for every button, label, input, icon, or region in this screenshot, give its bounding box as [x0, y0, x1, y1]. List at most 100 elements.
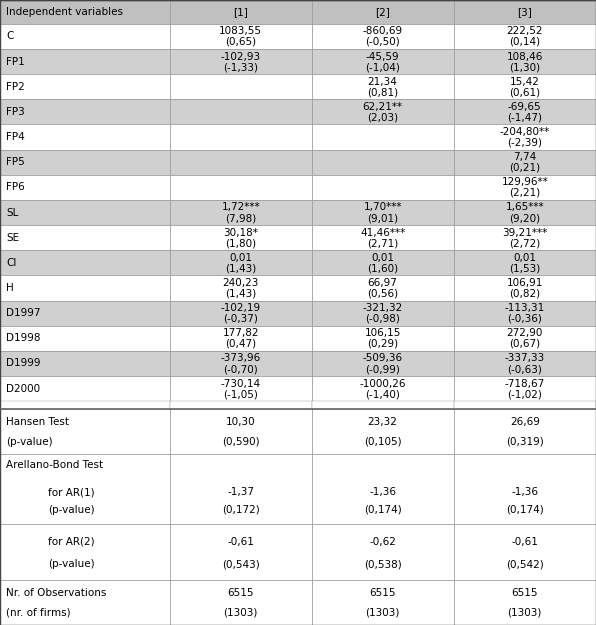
Text: 0,01: 0,01: [513, 253, 536, 263]
Text: D1998: D1998: [6, 333, 41, 343]
Bar: [454, 580, 596, 625]
Bar: [454, 524, 596, 580]
Bar: [0, 351, 170, 376]
Text: 41,46***: 41,46***: [360, 228, 405, 238]
Text: -45,59: -45,59: [366, 51, 399, 61]
Text: (1303): (1303): [508, 608, 542, 618]
Bar: [0, 200, 170, 225]
Text: 129,96**: 129,96**: [501, 177, 548, 187]
Bar: [312, 175, 454, 200]
Bar: [312, 200, 454, 225]
Bar: [0, 49, 170, 74]
Text: (nr. of firms): (nr. of firms): [6, 608, 70, 618]
Bar: [312, 376, 454, 401]
Text: (-2,39): (-2,39): [507, 138, 542, 148]
Text: (2,21): (2,21): [509, 188, 541, 198]
Text: FP1: FP1: [6, 57, 24, 67]
Text: 6515: 6515: [511, 588, 538, 598]
Bar: [312, 74, 454, 99]
Bar: [312, 24, 454, 49]
Bar: [170, 99, 312, 124]
Text: -1,36: -1,36: [511, 488, 538, 498]
Text: -69,65: -69,65: [508, 102, 542, 112]
Bar: [454, 301, 596, 326]
Bar: [170, 74, 312, 99]
Bar: [312, 250, 454, 276]
Bar: [170, 0, 312, 24]
Text: 1,72***: 1,72***: [222, 202, 260, 212]
Bar: [454, 149, 596, 175]
Bar: [454, 326, 596, 351]
Text: (1,60): (1,60): [367, 263, 398, 273]
Bar: [312, 351, 454, 376]
Text: 177,82: 177,82: [222, 328, 259, 338]
Text: Hansen Test: Hansen Test: [6, 417, 69, 427]
Text: 6515: 6515: [228, 588, 254, 598]
Text: 66,97: 66,97: [368, 278, 398, 288]
Bar: [0, 454, 170, 524]
Text: (1303): (1303): [224, 608, 258, 618]
Bar: [0, 301, 170, 326]
Text: (0,319): (0,319): [506, 437, 544, 447]
Bar: [170, 376, 312, 401]
Text: H: H: [6, 283, 14, 293]
Bar: [312, 524, 454, 580]
Text: 1083,55: 1083,55: [219, 26, 262, 36]
Bar: [0, 74, 170, 99]
Text: (-0,36): (-0,36): [507, 314, 542, 324]
Text: SE: SE: [6, 232, 19, 242]
Text: 26,69: 26,69: [510, 417, 540, 427]
Bar: [312, 0, 454, 24]
Bar: [170, 149, 312, 175]
Text: (9,20): (9,20): [509, 213, 541, 223]
Text: -1000,26: -1000,26: [359, 379, 406, 389]
Bar: [170, 250, 312, 276]
Bar: [0, 376, 170, 401]
Text: FP3: FP3: [6, 107, 24, 117]
Text: 108,46: 108,46: [507, 51, 543, 61]
Text: 7,74: 7,74: [513, 152, 536, 162]
Bar: [0, 24, 170, 49]
Bar: [170, 326, 312, 351]
Text: -1,37: -1,37: [227, 488, 254, 498]
Text: (-1,02): (-1,02): [507, 389, 542, 399]
Bar: [170, 24, 312, 49]
Bar: [312, 99, 454, 124]
Text: (0,65): (0,65): [225, 37, 256, 47]
Bar: [170, 124, 312, 149]
Text: -0,61: -0,61: [511, 537, 538, 547]
Bar: [312, 401, 454, 409]
Text: (0,14): (0,14): [509, 37, 541, 47]
Bar: [0, 409, 170, 454]
Text: -113,31: -113,31: [505, 303, 545, 313]
Bar: [0, 149, 170, 175]
Bar: [454, 0, 596, 24]
Text: (7,98): (7,98): [225, 213, 256, 223]
Text: -1,36: -1,36: [369, 488, 396, 498]
Text: 106,15: 106,15: [364, 328, 401, 338]
Text: (-0,98): (-0,98): [365, 314, 400, 324]
Bar: [454, 454, 596, 524]
Text: 1,70***: 1,70***: [364, 202, 402, 212]
Text: CI: CI: [6, 258, 16, 268]
Text: 6515: 6515: [370, 588, 396, 598]
Text: (-0,70): (-0,70): [224, 364, 258, 374]
Bar: [0, 401, 170, 409]
Bar: [454, 225, 596, 250]
Bar: [0, 225, 170, 250]
Text: (-0,99): (-0,99): [365, 364, 400, 374]
Text: D2000: D2000: [6, 384, 40, 394]
Text: 222,52: 222,52: [507, 26, 543, 36]
Text: C: C: [6, 31, 13, 41]
Bar: [454, 250, 596, 276]
Bar: [170, 454, 312, 524]
Text: (-0,50): (-0,50): [365, 37, 400, 47]
Text: Independent variables: Independent variables: [6, 7, 123, 17]
Bar: [454, 49, 596, 74]
Text: 240,23: 240,23: [222, 278, 259, 288]
Text: -730,14: -730,14: [221, 379, 261, 389]
Bar: [170, 409, 312, 454]
Text: (1,43): (1,43): [225, 263, 256, 273]
Text: -204,80**: -204,80**: [499, 127, 550, 137]
Text: 23,32: 23,32: [368, 417, 398, 427]
